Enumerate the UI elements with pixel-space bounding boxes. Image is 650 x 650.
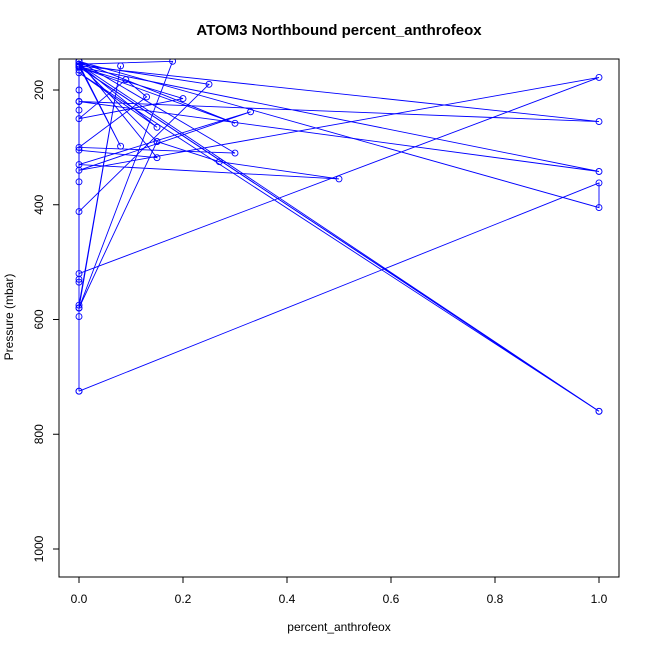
data-point [179,95,187,103]
data-point [595,73,603,81]
y-tick-label: 600 [32,309,46,329]
x-tick-label: 0.0 [71,592,88,606]
y-tick-label: 200 [32,80,46,100]
plot-frame [58,58,620,578]
data-point [169,59,177,65]
data-point [143,93,151,101]
data-point [117,142,125,150]
series-2-line [77,60,600,412]
x-tick-label: 1.0 [591,592,608,606]
x-axis-label: percent_anthrofeox [287,620,390,634]
y-tick-label: 800 [32,424,46,444]
series-3-line [77,60,600,412]
plot-area [75,59,603,415]
data-point [247,108,255,116]
x-tick-label: 0.4 [279,592,296,606]
data-point [205,80,213,88]
data-point [75,387,83,395]
data-point [153,123,161,131]
data-point [595,179,603,187]
x-tick-label: 0.8 [487,592,504,606]
x-tick-label: 0.6 [383,592,400,606]
data-point [595,407,603,415]
data-point [153,154,161,162]
data-point [595,204,603,212]
y-axis-label: Pressure (mbar) [2,274,16,361]
data-point [231,149,239,157]
data-point [75,63,83,71]
data-point [595,118,603,126]
data-point [75,98,83,105]
y-tick-label: 400 [32,194,46,214]
y-axis: 200 400 600 800 1000 [32,80,60,562]
data-point [75,313,83,321]
data-point [75,304,83,312]
data-point [153,138,161,146]
series-1-line [78,65,600,392]
data-point [75,60,83,68]
chart-title: ATOM3 Northbound percent_anthrofeox [196,22,482,39]
y-tick-label: 1000 [32,535,46,562]
x-tick-label: 0.2 [175,592,192,606]
x-axis: 0.0 0.2 0.4 0.6 0.8 1.0 [71,576,608,606]
data-point [335,175,343,183]
data-point [595,168,603,175]
